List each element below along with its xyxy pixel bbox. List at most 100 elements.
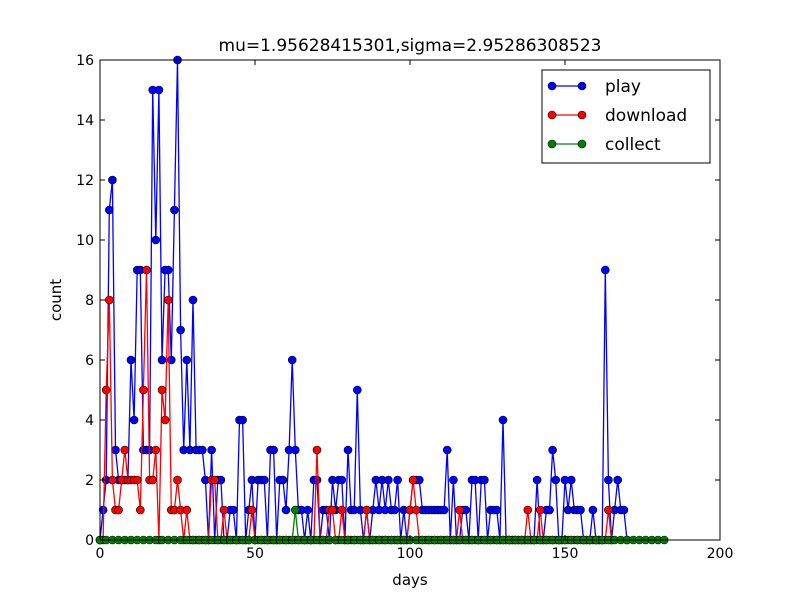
legend-label-collect: collect (605, 135, 661, 155)
data-point-download (142, 265, 151, 275)
data-point-play (290, 445, 300, 455)
x-tick-label: 50 (246, 546, 264, 562)
x-axis-ticks: 0 50 100 150 200 (96, 60, 734, 562)
data-point-play (126, 355, 136, 365)
data-point-play (393, 475, 402, 485)
data-point-play (163, 265, 173, 275)
data-point-play (176, 325, 185, 335)
data-point-play (269, 445, 278, 455)
legend-marker-play (577, 81, 587, 91)
data-point-play (238, 415, 247, 425)
data-point-download (108, 475, 117, 485)
data-point-download (219, 505, 229, 515)
data-point-play (170, 205, 179, 215)
data-point-play (604, 475, 613, 485)
data-point-play (442, 445, 452, 455)
data-point-play (498, 415, 508, 425)
data-point-collect (290, 505, 300, 515)
x-tick-label: 100 (397, 546, 424, 562)
data-point-play (532, 475, 542, 485)
data-point-play (613, 475, 623, 485)
data-point-download (101, 385, 111, 395)
data-point-download (312, 445, 322, 455)
data-point-play (551, 475, 561, 485)
data-point-play (619, 505, 629, 515)
data-point-download (157, 385, 167, 395)
data-point-play (157, 355, 167, 365)
data-point-download (362, 505, 371, 515)
data-point-download (173, 475, 182, 485)
data-point-play (480, 475, 489, 485)
data-point-play (439, 505, 449, 515)
data-point-play (383, 475, 393, 485)
y-tick-label: 6 (85, 353, 94, 369)
data-point-play (207, 445, 216, 455)
data-point-download (105, 295, 114, 305)
series-collect (95, 505, 669, 545)
chart-title: mu=1.95628415301,sigma=2.95286308523 (219, 36, 602, 56)
y-tick-label: 14 (76, 113, 94, 129)
data-point-play (303, 505, 313, 515)
legend-marker-collect (577, 139, 587, 149)
data-point-play (352, 385, 362, 395)
y-tick-label: 2 (85, 473, 94, 489)
data-point-download (408, 475, 418, 485)
data-point-play (229, 505, 238, 515)
data-point-download (604, 505, 613, 515)
data-point-download (139, 385, 148, 395)
data-point-play (343, 445, 353, 455)
data-point-download (151, 445, 161, 455)
data-point-download (337, 505, 347, 515)
data-point-play (198, 445, 207, 455)
y-axis-ticks: 0 2 4 6 8 10 12 14 16 (76, 53, 720, 549)
data-point-download (210, 475, 219, 485)
data-point-play (259, 475, 269, 485)
y-tick-label: 8 (85, 293, 94, 309)
data-point-play (182, 355, 192, 365)
y-tick-label: 12 (76, 173, 94, 189)
data-point-play (545, 505, 554, 515)
data-point-download (163, 295, 173, 305)
legend-label-download: download (605, 106, 687, 126)
y-tick-label: 0 (85, 533, 94, 549)
data-point-download (114, 505, 123, 515)
data-point-download (411, 505, 421, 515)
data-point-play (108, 175, 117, 185)
y-tick-label: 16 (76, 53, 94, 69)
data-point-play (154, 85, 164, 95)
legend-label-play: play (605, 77, 641, 97)
data-point-play (600, 265, 610, 275)
data-point-download (120, 445, 130, 455)
x-tick-label: 200 (707, 546, 734, 562)
data-point-play (449, 475, 458, 485)
data-point-download (160, 415, 170, 425)
legend-marker-play (547, 81, 557, 91)
x-axis-label: days (392, 571, 428, 589)
data-point-play (111, 445, 120, 455)
legend-marker-collect (547, 139, 557, 149)
data-point-play (588, 505, 598, 515)
legend-marker-download (577, 110, 587, 120)
data-point-download (148, 475, 157, 485)
y-tick-label: 4 (85, 413, 94, 429)
data-point-play (278, 475, 288, 485)
data-point-play (337, 475, 347, 485)
data-point-play (566, 475, 576, 485)
data-point-download (182, 505, 192, 515)
data-point-download (136, 505, 145, 515)
data-point-play (105, 205, 114, 215)
data-point-download (247, 505, 257, 515)
data-point-download (523, 505, 533, 515)
data-point-play (151, 235, 161, 245)
y-tick-label: 10 (76, 233, 94, 249)
data-point-download (328, 505, 337, 515)
data-point-play (576, 505, 585, 515)
data-point-play (312, 475, 322, 485)
data-point-download (455, 505, 464, 515)
data-point-play (188, 295, 198, 305)
data-point-play (492, 505, 502, 515)
legend-marker-download (547, 110, 557, 120)
data-point-download (132, 475, 142, 485)
x-tick-label: 0 (96, 546, 105, 562)
